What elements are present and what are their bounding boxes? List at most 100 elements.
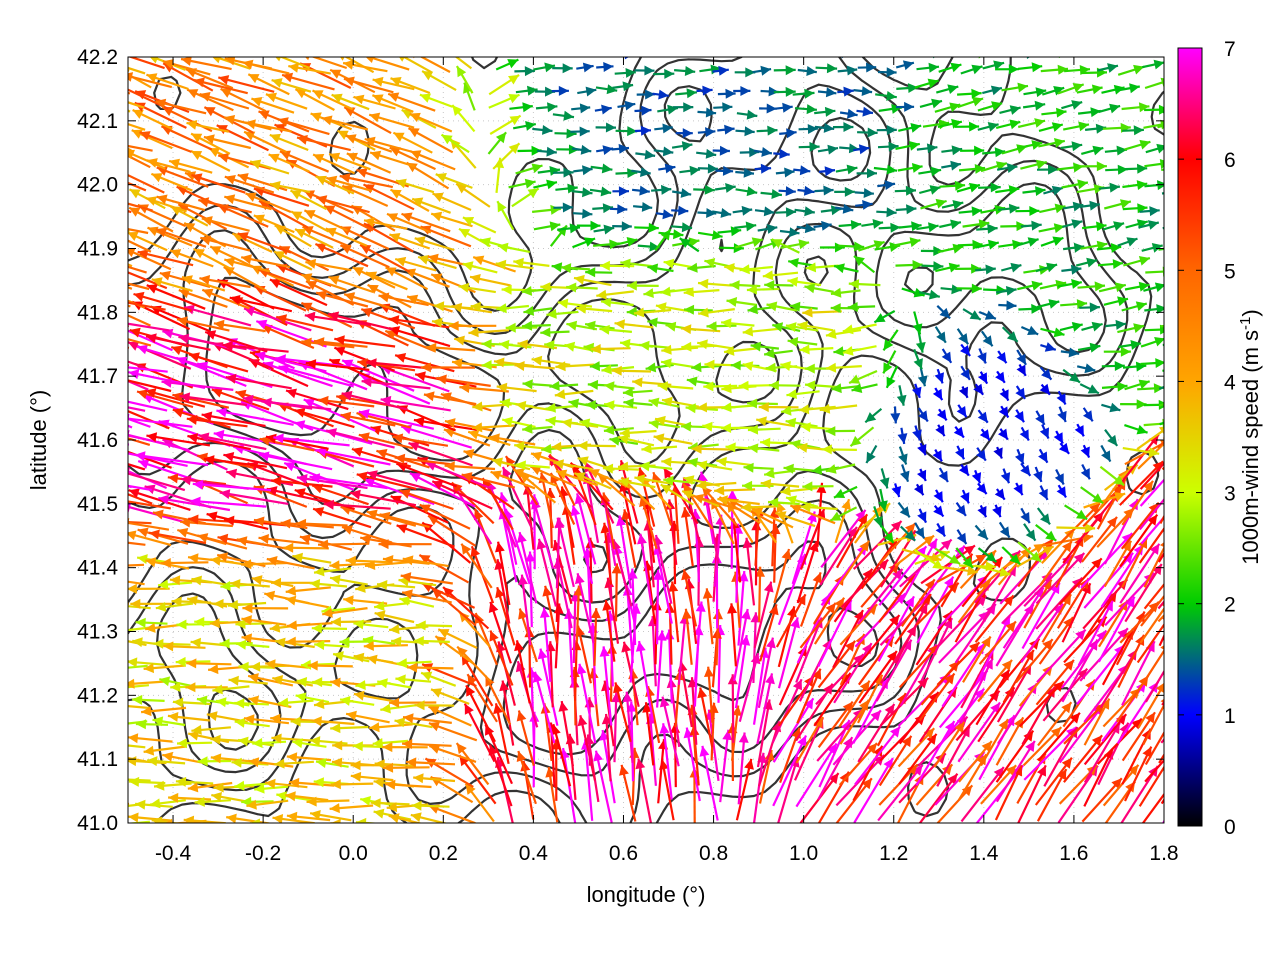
- wind-arrow-head: [85, 795, 96, 805]
- wind-arrow-head: [799, 165, 811, 176]
- wind-arrow-head: [644, 149, 656, 160]
- colorbar-tick-label: 7: [1224, 38, 1236, 61]
- wind-arrow-head: [1080, 446, 1090, 458]
- wind-arrow-shaft: [492, 31, 520, 50]
- wind-arrow-head: [890, 222, 901, 233]
- wind-arrow-head: [941, 351, 952, 363]
- wind-arrow-head: [725, 442, 736, 453]
- wind-arrow-shaft: [920, 544, 976, 585]
- wind-arrow-shaft: [128, 338, 152, 347]
- wind-arrow-head: [93, 651, 104, 661]
- wind-arrow-head: [295, 89, 307, 99]
- wind-arrow-head: [546, 308, 557, 319]
- wind-arrow-head: [80, 400, 91, 409]
- wind-arrow-head: [1147, 514, 1158, 526]
- wind-arrow-shaft: [753, 752, 765, 823]
- wind-arrow-head: [343, 595, 354, 606]
- wind-arrow-head: [771, 189, 782, 199]
- wind-arrow-head: [656, 630, 667, 641]
- wind-arrow-head: [599, 324, 610, 335]
- wind-arrow-head: [396, 658, 408, 669]
- wind-arrow-shaft: [270, 479, 333, 488]
- wind-arrow-head: [816, 482, 827, 494]
- wind-arrow-head: [1115, 319, 1126, 330]
- wind-arrow-head: [340, 411, 352, 422]
- wind-arrow-shaft: [576, 493, 597, 565]
- wind-arrow-head: [389, 35, 400, 44]
- wind-arrow-shaft: [568, 733, 577, 800]
- wind-arrow-head: [1094, 281, 1105, 292]
- wind-arrow-head: [1165, 513, 1175, 524]
- wind-arrow-head: [306, 281, 318, 291]
- wind-arrow-head: [422, 71, 434, 81]
- wind-arrow-head: [330, 677, 341, 688]
- wind-arrow-head: [940, 539, 952, 550]
- wind-arrow-head: [665, 602, 675, 613]
- wind-arrow-shaft: [128, 400, 168, 412]
- wind-arrow-head: [931, 98, 942, 109]
- wind-arrow-head: [747, 424, 759, 435]
- wind-arrow-head: [104, 144, 115, 153]
- wind-arrow-head: [764, 348, 775, 359]
- wind-arrow-head: [930, 166, 942, 177]
- wind-arrow-shaft: [960, 766, 1005, 823]
- wind-arrow-head: [545, 416, 556, 426]
- wind-arrow-head: [527, 85, 538, 96]
- wind-arrow-head: [203, 134, 215, 145]
- wind-arrow-head: [514, 640, 524, 652]
- wind-arrow-head: [747, 304, 758, 315]
- wind-arrow-head: [428, 706, 440, 716]
- wind-arrow-head: [1148, 601, 1159, 613]
- wind-arrow-head: [421, 671, 433, 681]
- wind-arrow-head: [805, 45, 816, 55]
- x-tick-label: 0.6: [609, 842, 638, 865]
- wind-arrow-shaft: [858, 650, 898, 704]
- wind-arrow-shaft: [128, 154, 151, 169]
- wind-arrow-head: [241, 559, 252, 570]
- wind-arrow-head: [392, 433, 404, 444]
- wind-arrow-head: [846, 65, 858, 76]
- wind-arrow-shaft: [161, 380, 234, 391]
- wind-arrow-shaft: [796, 540, 818, 604]
- wind-arrow-head: [252, 738, 263, 748]
- wind-arrow-head: [828, 773, 839, 785]
- wind-arrow-head: [637, 533, 647, 545]
- wind-arrow-head: [169, 158, 180, 169]
- wind-arrow-head: [1133, 323, 1145, 333]
- wind-arrow-head: [681, 222, 693, 233]
- wind-arrow-head: [197, 756, 208, 767]
- wind-arrow-head: [987, 223, 998, 234]
- wind-arrow-shaft: [304, 314, 372, 327]
- wind-arrow-head: [844, 186, 855, 197]
- wind-arrow-head: [904, 530, 916, 541]
- wind-arrow-head: [137, 249, 149, 259]
- wind-arrow-head: [705, 127, 716, 138]
- wind-arrow-shaft: [496, 586, 516, 646]
- wind-arrow-shaft: [128, 489, 191, 511]
- wind-arrow-head: [806, 66, 817, 76]
- wind-arrow-head: [513, 468, 525, 478]
- wind-arrow-shaft: [878, 545, 928, 606]
- wind-arrow-head: [1086, 257, 1098, 268]
- wind-arrow-head: [130, 598, 141, 609]
- wind-arrow-shaft: [974, 594, 1015, 643]
- wind-arrow-shaft: [216, 278, 275, 310]
- wind-arrow-head: [237, 232, 249, 242]
- wind-arrow-head: [1089, 200, 1100, 211]
- wind-arrow-head: [432, 480, 444, 490]
- wind-arrow-head: [258, 534, 269, 544]
- wind-arrow-head: [1152, 461, 1164, 472]
- wind-arrow-head: [719, 145, 730, 156]
- x-tick-label: 0.8: [699, 842, 728, 865]
- wind-arrow-shaft: [494, 703, 510, 765]
- wind-arrow-head: [1009, 119, 1021, 130]
- wind-arrow-head: [1094, 40, 1105, 50]
- wind-arrow-head: [911, 163, 923, 173]
- wind-arrow-head: [155, 227, 167, 238]
- wind-arrow-head: [558, 85, 569, 96]
- wind-arrow-shaft: [631, 568, 637, 646]
- wind-arrow-head: [738, 380, 749, 391]
- wind-arrow-head: [556, 469, 568, 480]
- wind-arrow-head: [389, 233, 401, 243]
- wind-arrow-head: [238, 736, 249, 747]
